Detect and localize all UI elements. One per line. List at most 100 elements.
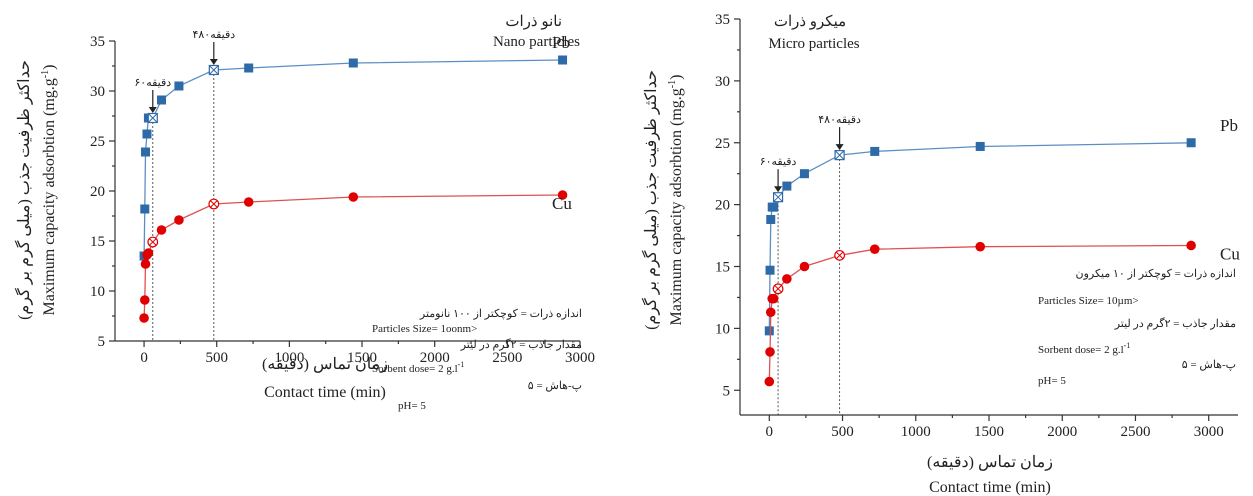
x-tick-label: 1500 [974,424,1004,440]
x-tick-label: 2500 [1120,424,1150,440]
x-tick-label: 500 [831,424,854,440]
data-point-cross [208,65,219,75]
note-dose-en-text: Sorbent dose= 2 g.l [372,363,458,375]
data-point-pb [765,265,775,275]
annotation-arrowhead [774,186,783,193]
annotation-label: ۴۸۰دقیقه [818,114,861,126]
data-point-cu [557,190,568,200]
y-tick-label: 10 [90,284,105,300]
data-point-cu [869,244,880,254]
y-tick-label: 10 [715,321,730,337]
info-notes: اندازه ذرات = کوچکتر از ۱۰ میکرون Partic… [1038,268,1236,387]
data-point-pb [764,326,774,336]
plot-area: 5 10 15 20 25 30 35 0 500 1000 1500 2000 2500 3000 ۶۰د… [715,12,1240,440]
y-axis-title-text: Maximum capacity adsorbtion (mg.g [41,78,58,315]
data-point-cu [139,295,150,305]
y-axis-title-fa: حداکثر ظرفیت جذب (میلی گرم بر گرم) [14,60,33,320]
y-axis-title-en: Maximum capacity adsorbtion (mg.g-1) [667,75,685,326]
y-tick-label: 15 [90,234,105,250]
note-dose-en-sup: -1 [458,360,465,369]
data-point-cross [147,113,158,123]
data-point-pb [140,204,150,214]
chart-title-fa: نانو ذرات [505,14,562,30]
chart-title-en: Micro particles [768,36,859,52]
x-tick-label: 500 [205,350,228,366]
note-size-fa: اندازه ذرات = کوچکتر از ۱۰۰ نانومتر [419,308,582,320]
note-size-fa: اندازه ذرات = کوچکتر از ۱۰ میکرون [1076,268,1236,280]
y-tick-label: 30 [715,74,730,90]
x-axis-title-fa: زمان تماس (دقیقه) [262,356,388,373]
note-ph-fa: پ-هاش = ۵ [528,380,582,392]
chart-panel-micro: میکرو ذرات Micro particles Maximum capac… [641,12,1240,496]
data-point-pb [141,147,151,157]
data-point-cu [143,248,154,258]
annotation-arrowhead [835,144,844,151]
x-tick-label: 0 [140,350,148,366]
y-tick-label: 15 [715,260,730,276]
data-point-pb [975,141,985,151]
data-point-pb [142,129,152,139]
note-ph-en: pH= 5 [398,400,426,412]
y-tick-label: 30 [90,84,105,100]
x-axis-title-en: Contact time (min) [264,384,386,401]
series-label-cu: Cu [552,194,572,213]
data-point-cross [210,200,218,208]
data-point-cu [156,225,167,235]
chart-title-fa: میکرو ذرات [774,14,846,30]
y-tick-label: 35 [90,34,105,50]
note-dose-en-text: Sorbent dose= 2 g.l [1038,344,1124,356]
y-axis-title-close: ) [41,65,58,70]
y-tick-label: 25 [715,136,730,152]
x-axis-title-en: Contact time (min) [929,479,1051,496]
y-tick-label: 5 [98,334,106,350]
annotation-label: ۶۰دقیقه [760,156,797,168]
x-tick-label: 2500 [492,350,522,366]
data-point-cu [782,274,792,284]
data-point-pb [799,169,809,179]
data-point-cross [773,192,783,203]
data-point-cu [348,192,359,202]
note-dose-en: Sorbent dose= 2 g.l-1 [1038,341,1130,356]
x-tick-label: 2000 [1047,424,1077,440]
data-point-cross [834,150,845,160]
data-point-cu [975,241,986,252]
data-point-pb [558,55,568,65]
data-point-cross [835,251,844,260]
data-point-cu [139,313,149,323]
data-point-cu [765,307,776,318]
x-tick-label: 1000 [901,424,931,440]
x-axis-title-fa: زمان تماس (دقیقه) [927,454,1053,471]
plot-area: 5 10 15 20 25 30 35 0 500 1000 1500 2000 2500 3000 ۶۰د… [90,29,595,366]
note-dose-en-sup: -1 [1124,341,1131,350]
series-line-pb [768,142,1192,331]
data-point-cross [774,285,782,293]
info-notes: اندازه ذرات = کوچکتر از ۱۰۰ نانومتر Part… [372,308,582,412]
data-point-pb [870,146,880,156]
data-point-cu [174,215,184,225]
data-point-cu [765,347,775,357]
chart-panel-nano: نانو ذرات Nano particles Maximum capacit… [14,14,595,412]
data-point-pb [782,181,792,191]
data-point-cross [149,238,157,246]
note-ph-fa: پ-هاش = ۵ [1182,359,1236,371]
y-tick-label: 35 [715,12,730,28]
series-label-pb: Pb [1220,116,1238,135]
x-tick-label: 0 [766,424,774,440]
x-tick-label: 3000 [565,350,595,366]
data-point-pb [244,63,254,73]
annotation-label: ۶۰دقیقه [134,77,171,89]
note-ph-en: pH= 5 [1038,375,1066,387]
y-axis-title-fa: حداکثر ظرفیت جذب (میلی گرم بر گرم) [641,70,660,330]
note-size-en: Particles Size= 10µm> [1038,295,1139,307]
y-tick-label: 25 [90,134,105,150]
data-point-pb [766,214,776,224]
series-label-pb: Pb [552,33,570,52]
y-tick-label: 5 [723,383,731,399]
note-size-en: Particles Size= 1oonm> [372,323,477,335]
series-line-cu [143,194,563,319]
data-point-cu [799,261,810,272]
annotation-arrowhead [209,59,218,65]
series-label-cu: Cu [1220,244,1240,263]
y-tick-label: 20 [90,184,105,200]
